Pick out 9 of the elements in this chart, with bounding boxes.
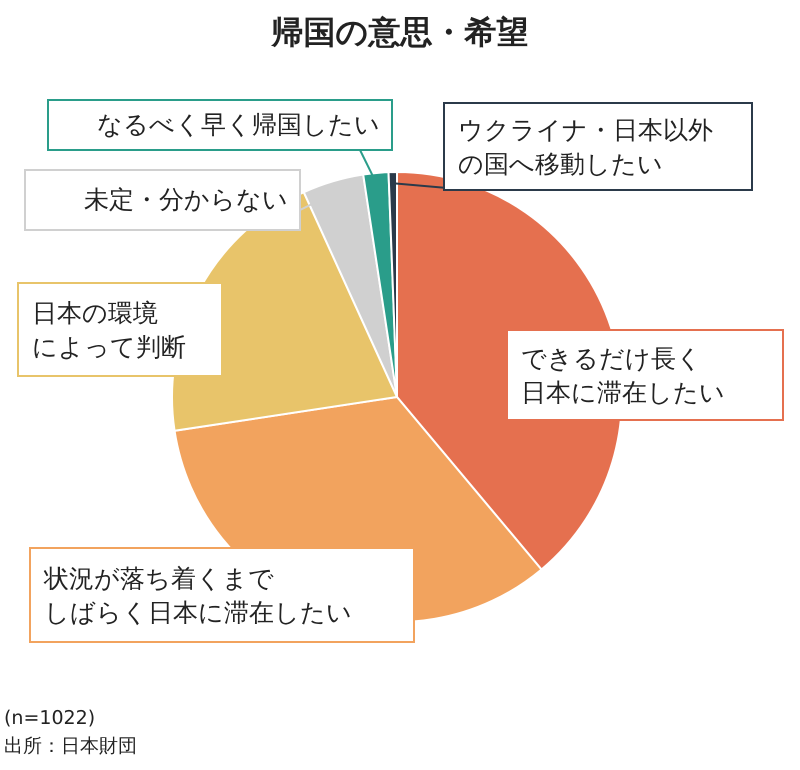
- text: 出所：日本財団: [4, 735, 137, 757]
- slice-label: ウクライナ・日本以外の国へ移動したい: [458, 116, 713, 178]
- chart-title: 帰国の意思・希望: [270, 13, 528, 51]
- text: (n=1022): [4, 707, 96, 729]
- slice-label: 状況が落ち着くまでしばらく日本に滞在したい: [43, 564, 352, 627]
- slice-label: 日本の環境によって判断: [32, 298, 186, 362]
- slice-label: なるべく早く帰国したい: [97, 110, 380, 139]
- legend-label: 未定・分からない: [84, 185, 288, 214]
- slice-label: できるだけ長く日本に滞在したい: [521, 344, 725, 407]
